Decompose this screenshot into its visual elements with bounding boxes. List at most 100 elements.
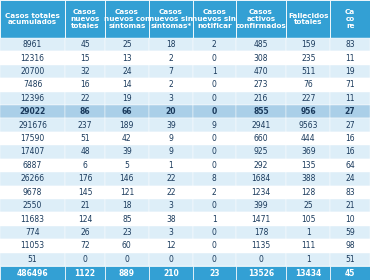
Bar (330, 78, 370, 92)
Text: 19: 19 (345, 67, 355, 76)
Text: 216: 216 (254, 94, 268, 103)
Text: 2: 2 (212, 40, 217, 49)
Text: Fallecidos
totales: Fallecidos totales (288, 13, 329, 25)
Text: 15: 15 (80, 53, 90, 63)
Bar (65, 78, 105, 92)
Text: 0: 0 (168, 255, 173, 264)
Text: 660: 660 (254, 134, 268, 143)
Text: 444: 444 (301, 134, 316, 143)
Bar (105, 239, 149, 253)
Bar (65, 172, 105, 186)
Bar (236, 186, 286, 199)
Text: 176: 176 (78, 174, 92, 183)
Bar (105, 65, 149, 78)
Bar (0, 239, 65, 253)
Bar (236, 38, 286, 52)
Text: 889: 889 (119, 269, 135, 277)
Text: 18: 18 (122, 201, 132, 210)
Bar (330, 92, 370, 105)
Text: 39: 39 (122, 148, 132, 157)
Bar (286, 105, 330, 118)
Bar (105, 145, 149, 159)
Text: 66: 66 (122, 107, 132, 116)
Text: 60: 60 (122, 241, 132, 250)
Bar (236, 118, 286, 132)
Bar (65, 132, 105, 145)
Text: 25: 25 (303, 201, 313, 210)
Bar (149, 65, 193, 78)
Bar (149, 239, 193, 253)
Bar (105, 266, 149, 280)
Text: 22: 22 (166, 188, 176, 197)
Text: 13: 13 (122, 53, 132, 63)
Bar (286, 266, 330, 280)
Text: 45: 45 (80, 40, 90, 49)
Text: 26: 26 (80, 228, 90, 237)
Bar (149, 199, 193, 212)
Bar (105, 38, 149, 52)
Text: 159: 159 (301, 40, 316, 49)
Bar (105, 159, 149, 172)
Text: 12: 12 (166, 241, 176, 250)
Bar (0, 118, 65, 132)
Bar (149, 226, 193, 239)
Text: 72: 72 (80, 241, 90, 250)
Bar (236, 266, 286, 280)
Bar (0, 172, 65, 186)
Text: 0: 0 (212, 107, 217, 116)
Bar (0, 92, 65, 105)
Text: 0: 0 (124, 255, 129, 264)
Bar (65, 0, 105, 38)
Bar (330, 199, 370, 212)
Text: 291676: 291676 (18, 121, 47, 130)
Bar (65, 52, 105, 65)
Bar (236, 145, 286, 159)
Bar (236, 52, 286, 65)
Bar (330, 145, 370, 159)
Bar (0, 145, 65, 159)
Text: 0: 0 (212, 201, 217, 210)
Bar (0, 52, 65, 65)
Bar (286, 52, 330, 65)
Text: 486496: 486496 (17, 269, 48, 277)
Bar (193, 92, 236, 105)
Bar (0, 199, 65, 212)
Text: 0: 0 (259, 255, 263, 264)
Text: 0: 0 (83, 255, 87, 264)
Bar (286, 38, 330, 52)
Text: 9: 9 (212, 121, 217, 130)
Text: 16: 16 (80, 80, 90, 89)
Bar (286, 118, 330, 132)
Bar (65, 266, 105, 280)
Bar (149, 212, 193, 226)
Text: Casos
nuevos sin
notificar: Casos nuevos sin notificar (192, 9, 236, 29)
Text: 11053: 11053 (20, 241, 45, 250)
Text: 855: 855 (253, 107, 269, 116)
Bar (193, 172, 236, 186)
Text: Ca
co
re: Ca co re (345, 9, 355, 29)
Text: 59: 59 (345, 228, 355, 237)
Bar (236, 65, 286, 78)
Bar (236, 0, 286, 38)
Text: 51: 51 (28, 255, 37, 264)
Bar (65, 239, 105, 253)
Bar (65, 145, 105, 159)
Text: 14: 14 (122, 80, 132, 89)
Text: 3: 3 (168, 94, 173, 103)
Bar (193, 253, 236, 266)
Text: 0: 0 (212, 134, 217, 143)
Text: 45: 45 (345, 269, 355, 277)
Text: 3: 3 (168, 228, 173, 237)
Text: 178: 178 (254, 228, 268, 237)
Text: 64: 64 (345, 161, 355, 170)
Bar (65, 226, 105, 239)
Bar (286, 212, 330, 226)
Bar (193, 0, 236, 38)
Text: 0: 0 (212, 94, 217, 103)
Text: 22: 22 (166, 174, 176, 183)
Bar (286, 145, 330, 159)
Text: 7486: 7486 (23, 80, 42, 89)
Text: 10: 10 (345, 214, 355, 223)
Text: 0: 0 (212, 148, 217, 157)
Bar (193, 226, 236, 239)
